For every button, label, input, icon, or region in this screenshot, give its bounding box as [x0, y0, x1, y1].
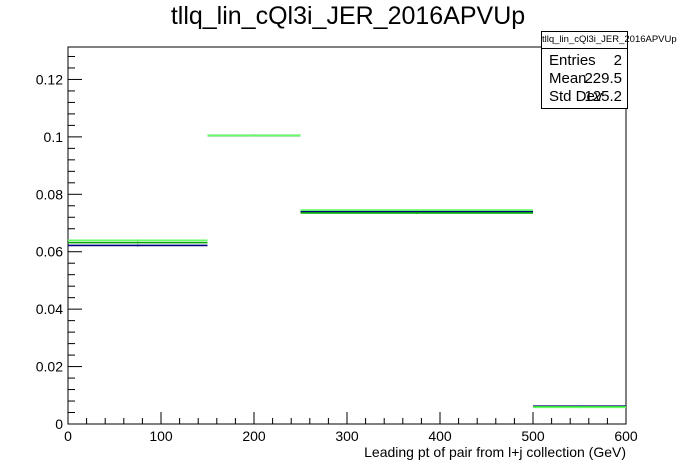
y-tick-label: 0.06 — [36, 244, 63, 260]
y-tick-label: 0.12 — [36, 71, 63, 87]
y-tick-label: 0.04 — [36, 301, 63, 317]
x-tick-label: 600 — [614, 428, 638, 444]
stats-stddev-label: Std Dev — [549, 88, 603, 105]
y-tick-label: 0.02 — [36, 359, 63, 375]
stats-box: tllq_lin_cQl3i_JER_2016APVUp Entries 2 M… — [541, 31, 677, 109]
stats-box-title: tllq_lin_cQl3i_JER_2016APVUp — [542, 32, 677, 49]
x-tick-label: 0 — [64, 428, 72, 444]
stats-mean-label: Mean — [549, 70, 587, 87]
stats-stddev-value: 125.2 — [584, 88, 622, 105]
x-axis: 0 100 200 300 400 500 600 — [64, 412, 638, 444]
stats-entries-value: 2 — [613, 52, 622, 69]
y-tick-label: 0 — [55, 416, 63, 432]
stats-mean-row: Mean 229.5 — [549, 70, 622, 88]
x-tick-label: 400 — [428, 428, 452, 444]
stats-stddev-row: Std Dev 125.2 — [549, 88, 622, 106]
x-tick-label: 100 — [149, 428, 173, 444]
histogram-series — [68, 134, 626, 409]
y-tick-label: 0.1 — [44, 129, 64, 145]
series-0 — [68, 134, 626, 408]
x-tick-label: 300 — [335, 428, 359, 444]
series-2 — [68, 134, 626, 409]
x-tick-label: 200 — [242, 428, 266, 444]
stats-mean-value: 229.5 — [584, 70, 622, 87]
series-1 — [68, 134, 626, 408]
chart-title: tllq_lin_cQl3i_JER_2016APVUp — [170, 2, 526, 30]
x-axis-label: Leading pt of pair from l+j collection (… — [364, 444, 626, 460]
x-tick-label: 500 — [521, 428, 545, 444]
stats-entries-label: Entries — [549, 52, 596, 69]
y-tick-label: 0.08 — [36, 186, 63, 202]
y-axis: 0 0.02 0.04 0.06 0.08 0.1 0.12 — [36, 55, 82, 432]
stats-entries-row: Entries 2 — [549, 52, 622, 70]
